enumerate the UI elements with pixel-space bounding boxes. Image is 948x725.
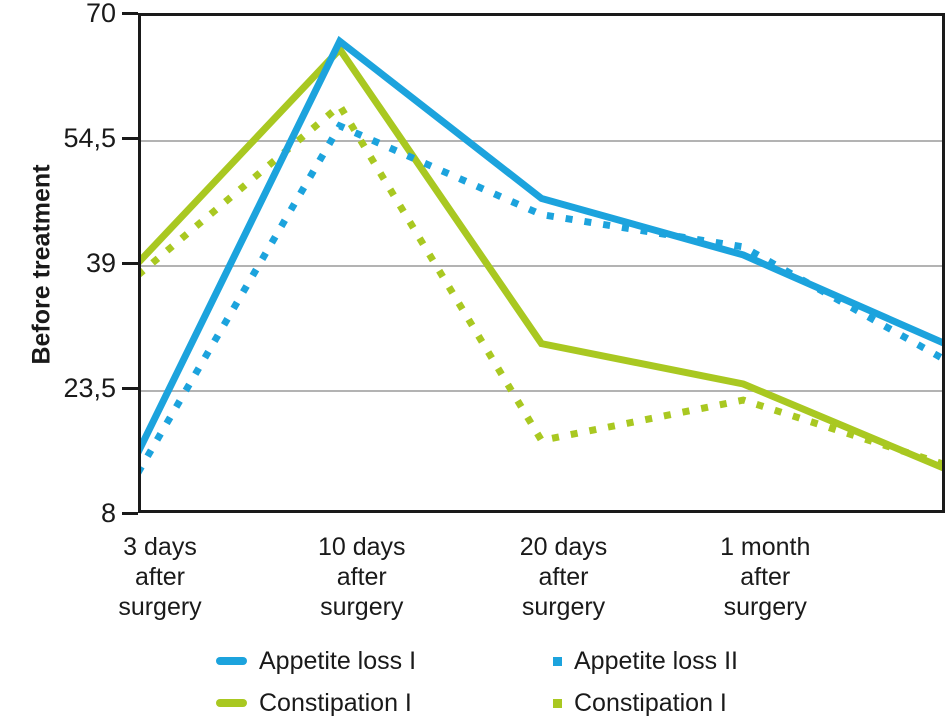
y-tick-mark — [122, 386, 138, 390]
legend-item-constipation-1-dotted: Constipation I — [553, 688, 727, 718]
x-tick-label-line: surgery — [723, 593, 807, 621]
x-tick-label: 20 days after surgery — [520, 532, 608, 622]
gridline — [141, 265, 942, 267]
y-tick-label: 8 — [100, 497, 116, 528]
legend-label: Constipation I — [574, 689, 727, 717]
plot-area — [138, 13, 945, 513]
x-tick-label-line: after — [336, 563, 387, 591]
y-tick-mark — [122, 11, 138, 15]
legend-label: Constipation I — [259, 689, 412, 717]
y-tick-mark — [122, 511, 138, 515]
legend-label: Appetite loss I — [259, 647, 417, 675]
gridline — [141, 140, 942, 142]
legend-label: Appetite loss II — [574, 647, 738, 675]
x-tick-label-line: surgery — [521, 593, 606, 621]
line-constipation-1-dotted — [141, 100, 942, 468]
x-tick-label: 1 month after surgery — [720, 532, 810, 622]
legend-item-appetite-loss-1: Appetite loss I — [216, 646, 416, 676]
x-tick-label-line: 3 days — [123, 533, 197, 561]
y-tick-label: 23,5 — [63, 372, 116, 403]
legend-swatch-dotted — [553, 698, 562, 708]
x-tick-label-line: surgery — [320, 593, 404, 621]
x-tick-label-line: 20 days — [519, 533, 608, 561]
gridline — [141, 390, 942, 392]
x-tick-label-line: after — [740, 563, 791, 591]
x-tick-label-line: surgery — [118, 593, 202, 621]
legend-swatch-dotted — [553, 656, 562, 666]
x-tick-label-line: 10 days — [317, 533, 406, 561]
line-appetite-loss-2 — [141, 121, 942, 475]
y-tick-mark — [122, 136, 138, 140]
legend-item-constipation-1-solid: Constipation I — [216, 688, 412, 718]
legend-swatch-solid — [216, 699, 247, 707]
y-tick-label: 70 — [85, 0, 116, 28]
y-tick-label: 39 — [85, 247, 116, 278]
y-tick-label: 54,5 — [63, 122, 116, 153]
x-tick-label-line: after — [538, 563, 589, 591]
x-tick-label-line: after — [134, 563, 186, 591]
y-tick-mark — [122, 261, 138, 265]
line-constipation-1-solid — [141, 43, 942, 472]
legend: Appetite loss I Appetite loss II Constipat… — [0, 640, 948, 725]
x-tick-label-line: 1 month — [720, 533, 811, 561]
legend-swatch-solid — [216, 657, 247, 665]
x-tick-label: 10 days after surgery — [318, 532, 406, 622]
legend-item-appetite-loss-2: Appetite loss II — [553, 646, 738, 676]
x-tick-label: 3 days after surgery — [118, 532, 201, 622]
line-appetite-loss-1 — [141, 35, 942, 455]
